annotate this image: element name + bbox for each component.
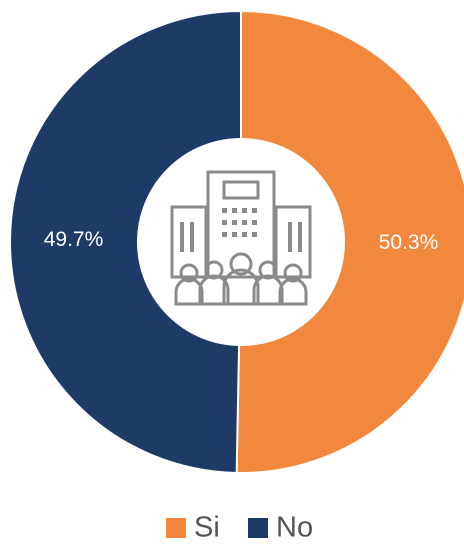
icon-building-center [206,170,276,279]
slice [9,9,242,474]
icon-windows [180,208,302,252]
slice [235,9,464,474]
legend-swatch [166,518,186,538]
legend-label: No [276,512,313,544]
value-label: 50.3% [379,231,439,254]
legend: Si No [166,512,313,544]
value-labels: 50.3% 49.7% [44,228,439,254]
legend-label: Si [194,512,220,544]
legend-swatch [248,518,268,538]
value-label: 49.7% [44,228,104,251]
icon-sign [222,180,260,200]
donut-hole [137,138,345,346]
icon-people [174,252,308,306]
icon-building-left [170,205,208,279]
icon-building-right [274,205,312,279]
slices [9,9,464,474]
center-icon [170,170,312,306]
